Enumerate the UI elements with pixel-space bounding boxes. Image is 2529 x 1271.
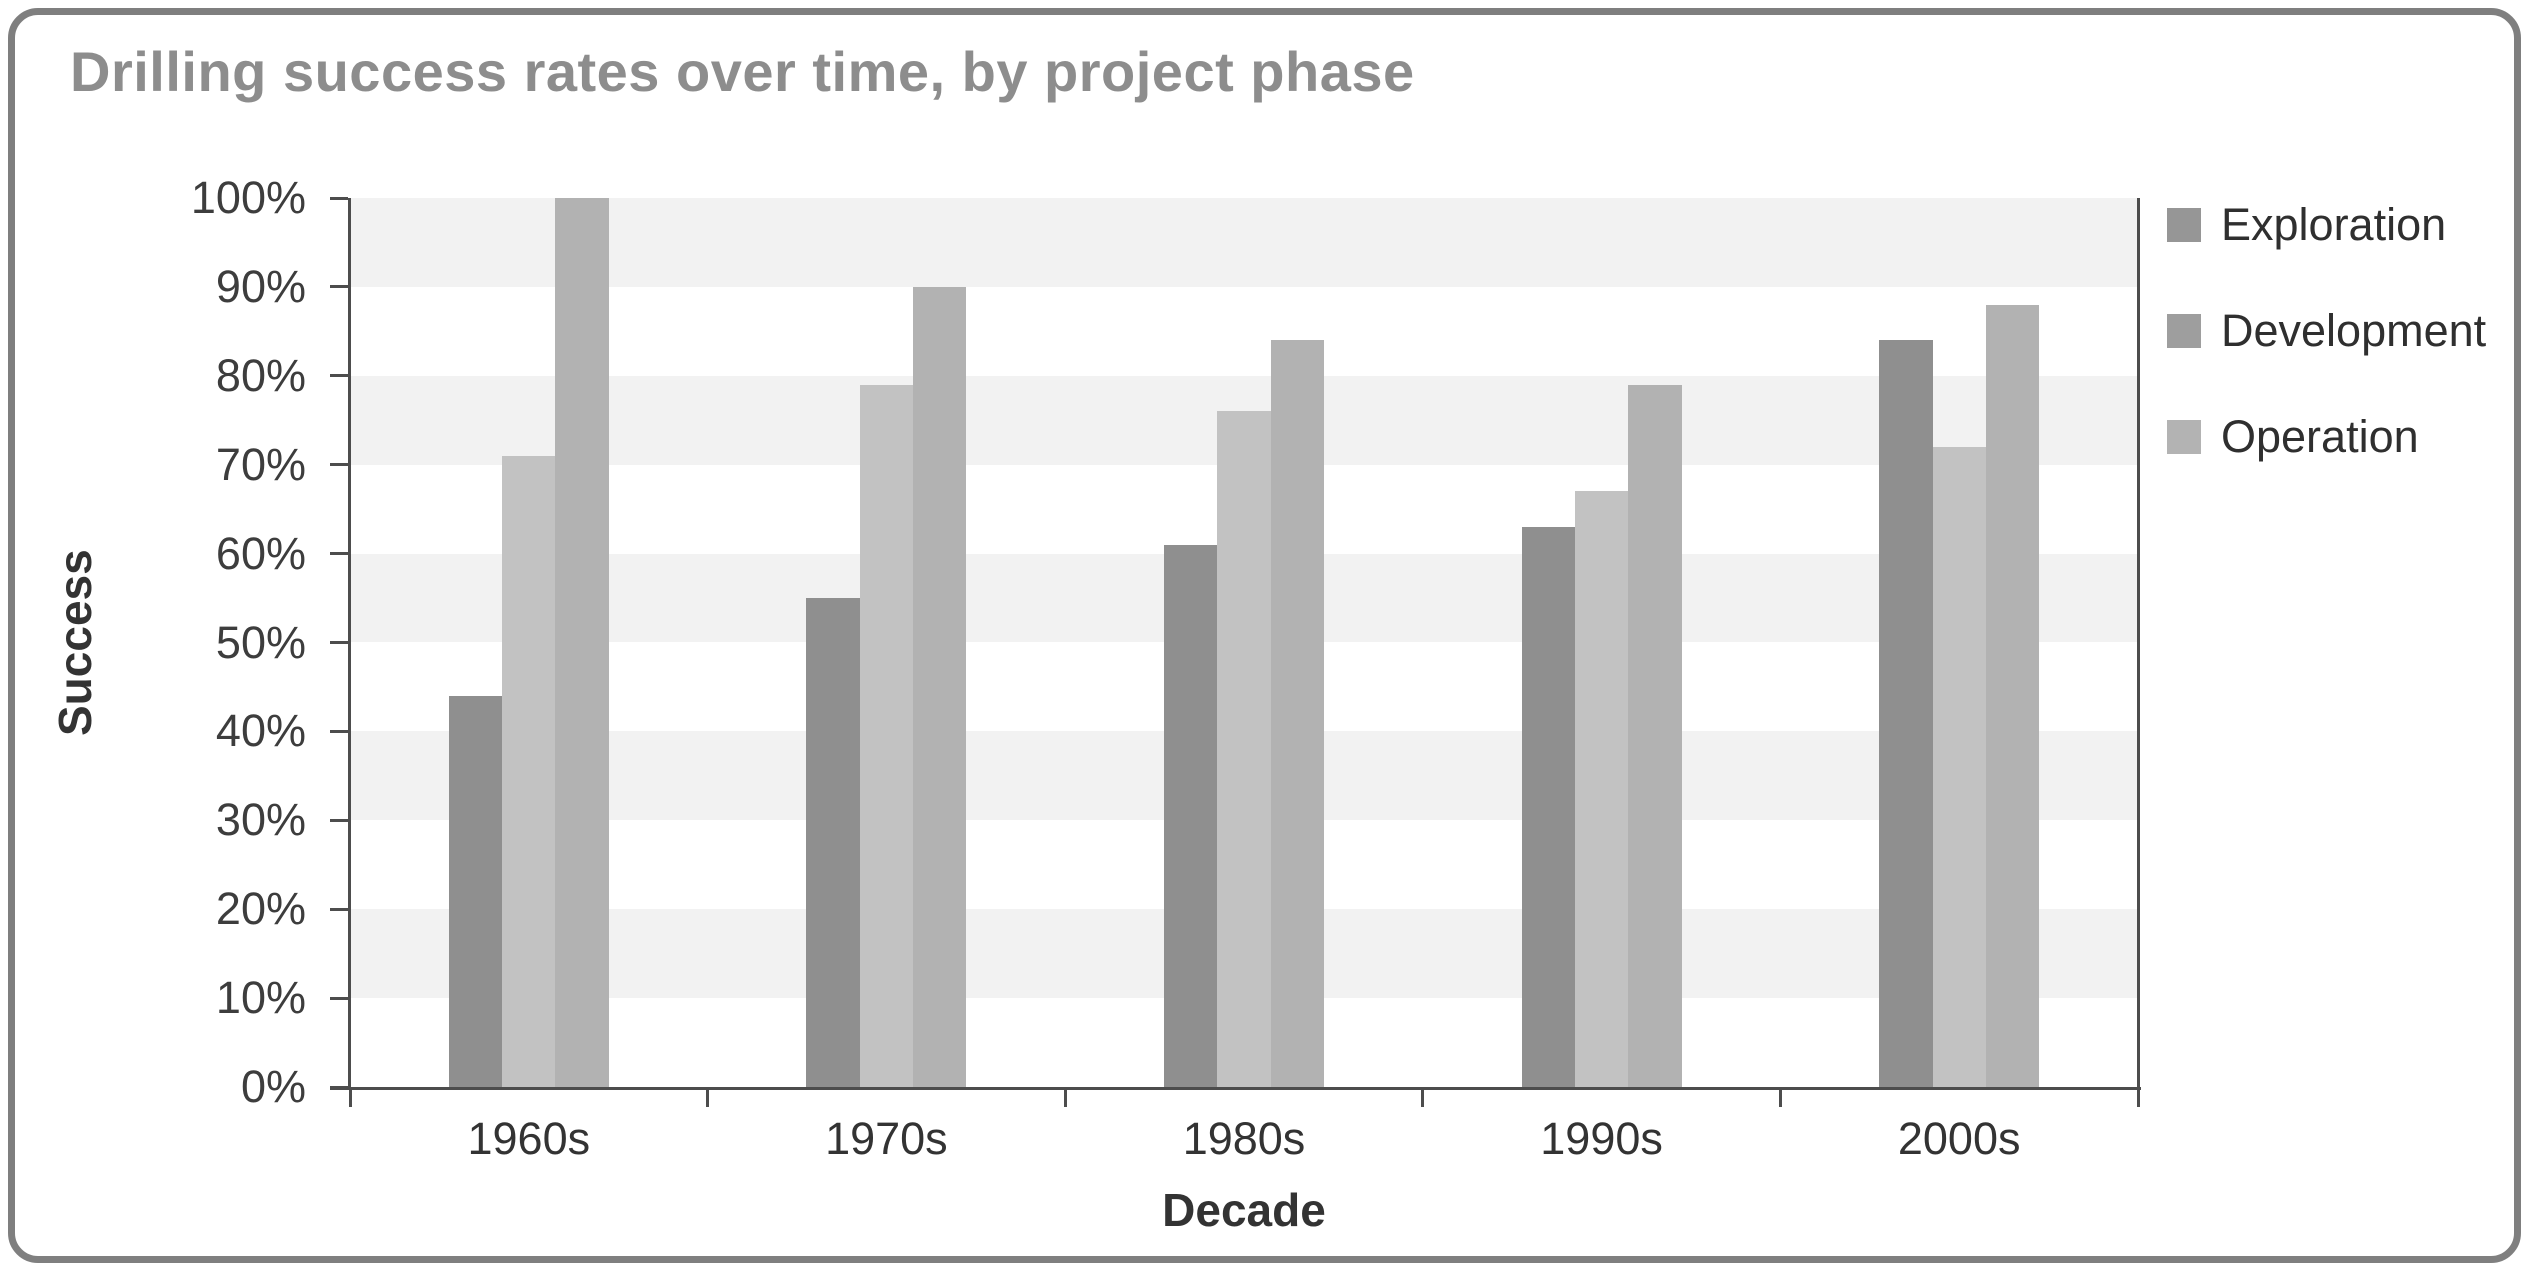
legend-item-exploration: Exploration [2167, 199, 2486, 251]
legend-item-development: Development [2167, 305, 2486, 357]
bar-1960s-exploration [448, 695, 503, 1087]
y-tick-mark [330, 729, 348, 733]
y-tick-label: 90% [215, 260, 306, 312]
bar-1980s-exploration [1164, 544, 1218, 1087]
bar-1980s-development [1217, 411, 1271, 1087]
y-tick-mark [330, 996, 348, 1000]
y-tick-label: 40% [215, 705, 306, 757]
bar-1980s-operation [1270, 340, 1324, 1087]
x-tick-mark [1421, 1087, 1425, 1107]
x-category-label: 1970s [825, 1113, 948, 1164]
plot-right-border [2137, 198, 2140, 1087]
y-tick-label: 70% [215, 438, 306, 490]
bar-1990s-exploration [1521, 526, 1575, 1087]
bar-1970s-exploration [806, 598, 860, 1087]
y-tick-mark [330, 463, 348, 467]
x-axis-title: Decade [1162, 1184, 1326, 1236]
plot-area: 0% 10% 20% 30% 40% 50% 60% 70% 80% 90% 100% 1960s 19… [191, 172, 2141, 1164]
y-tick-label: 50% [215, 616, 306, 668]
grid-band [350, 286, 2138, 376]
x-category-label: 2000s [1897, 1113, 2021, 1164]
legend-swatch-icon [2167, 208, 2201, 242]
legend: Exploration Development Operation [2167, 199, 2486, 463]
x-category-label: 1960s [467, 1113, 591, 1164]
legend-label: Exploration [2221, 199, 2447, 250]
y-tick-label: 30% [215, 794, 306, 846]
y-tick-label: 80% [215, 349, 306, 401]
x-category-label: 1980s [1182, 1113, 1306, 1164]
bar-2000s-operation [1985, 304, 2040, 1087]
y-tick-mark [330, 907, 348, 911]
y-tick-mark [330, 641, 348, 644]
chart-title: Drilling success rates over time, by pro… [70, 40, 1415, 103]
x-tick-mark [1778, 1087, 1782, 1107]
bar-2000s-exploration [1879, 340, 1933, 1087]
legend-label: Operation [2221, 411, 2419, 462]
bar-1960s-operation [555, 198, 609, 1087]
y-tick-label: 10% [215, 972, 306, 1024]
legend-item-operation: Operation [2167, 411, 2486, 463]
legend-swatch-icon [2167, 314, 2201, 348]
y-axis-title: Success [49, 549, 101, 736]
y-tick-mark [330, 285, 348, 289]
x-tick-mark [348, 1087, 352, 1107]
y-tick-mark [330, 552, 348, 556]
y-tick-mark [330, 1085, 348, 1089]
y-tick-label: 0% [240, 1061, 306, 1112]
legend-label: Development [2221, 305, 2487, 356]
x-tick-mark [2136, 1087, 2140, 1107]
y-tick-label: 60% [215, 527, 306, 579]
y-tick-label: 100% [190, 172, 306, 223]
grid-band [350, 198, 2138, 287]
x-tick-mark [1063, 1087, 1067, 1107]
bar-1970s-development [859, 384, 914, 1087]
x-tick-mark [706, 1087, 710, 1107]
x-category-label: 1990s [1540, 1113, 1663, 1164]
chart-card: Drilling success rates over time, by pro… [8, 8, 2521, 1263]
bar-1960s-development [502, 455, 556, 1087]
bar-1990s-development [1574, 491, 1629, 1087]
y-tick-mark [330, 374, 348, 378]
y-tick-mark [330, 196, 348, 200]
bar-2000s-development [1932, 446, 1986, 1087]
y-axis-line [348, 198, 351, 1087]
bar-1990s-operation [1628, 384, 1682, 1087]
bar-1970s-operation [913, 286, 967, 1087]
legend-swatch-icon [2167, 420, 2201, 454]
x-axis-line [330, 1087, 2141, 1090]
y-tick-mark [330, 818, 348, 822]
y-tick-label: 20% [215, 883, 306, 935]
